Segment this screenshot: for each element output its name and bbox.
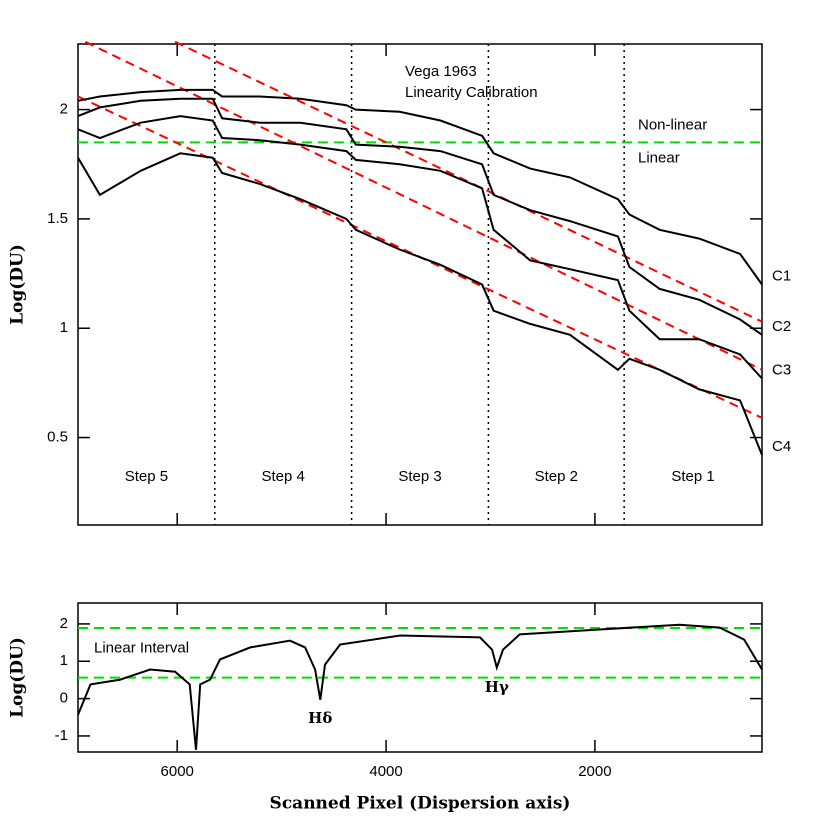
series-label: C4 (772, 438, 791, 455)
level-label: Linear (638, 149, 680, 166)
step-label: Step 3 (398, 468, 441, 485)
y-tick-label: 1 (60, 652, 68, 669)
series-label: C2 (772, 318, 791, 335)
fit-line (174, 40, 763, 323)
fit-line (84, 40, 763, 371)
step-label: Step 5 (125, 468, 168, 485)
x-axis-label: Scanned Pixel (Dispersion axis) (270, 794, 571, 814)
y-tick-label: 0.5 (47, 429, 68, 446)
y-tick-label: -1 (55, 727, 68, 744)
level-label: Non-linear (638, 116, 707, 133)
line-annotation: Hδ (308, 709, 332, 727)
y-tick-label: 1.5 (47, 210, 68, 227)
data-line (77, 97, 763, 336)
data-line (77, 152, 763, 456)
y-tick-label: 0 (60, 690, 68, 707)
x-tick-label: 2000 (578, 763, 611, 780)
x-tick-label: 4000 (369, 763, 402, 780)
chart-title: Linearity Calibration (405, 84, 538, 101)
y-axis-label: Log(DU) (8, 244, 28, 325)
data-line (77, 115, 763, 380)
series-label: C1 (772, 267, 791, 284)
step-label: Step 4 (262, 468, 305, 485)
line-annotation: Hγ (485, 678, 509, 696)
series-label: C3 (772, 361, 791, 378)
data-line (77, 623, 763, 750)
chart-title: Vega 1963 (405, 63, 477, 80)
y-tick-label: 2 (60, 101, 68, 118)
data-line (77, 88, 763, 286)
level-label: Linear Interval (94, 640, 189, 657)
step-label: Step 1 (671, 468, 714, 485)
y-axis-label: Log(DU) (8, 637, 28, 718)
step-label: Step 2 (535, 468, 578, 485)
x-tick-label: 6000 (161, 763, 194, 780)
y-tick-label: 1 (60, 319, 68, 336)
y-tick-label: 2 (60, 615, 68, 632)
